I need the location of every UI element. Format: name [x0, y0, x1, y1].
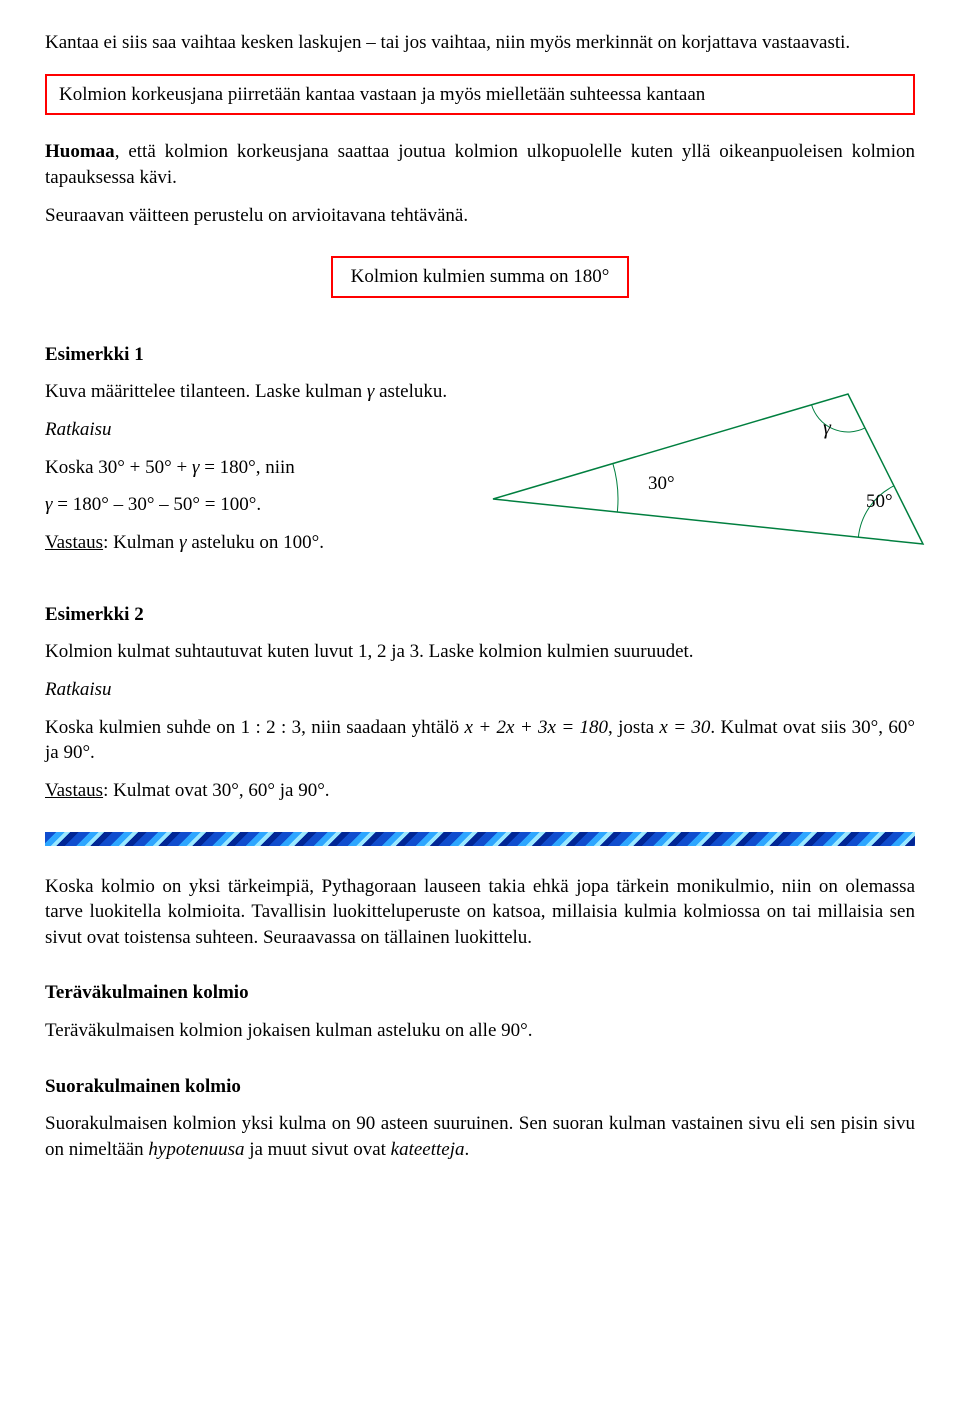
ex2-calc-b: , josta: [608, 717, 659, 738]
example2-answer: Vastaus: Kulmat ovat 30°, 60° ja 90°.: [45, 778, 915, 804]
highlight-box-2-text: Kolmion kulmien summa on 180°: [351, 266, 610, 287]
example1-calc2: γ = 180° – 30° – 50° = 100°.: [45, 492, 463, 518]
ex1-gamma-3: γ: [45, 494, 53, 515]
ex1-line1a: Kuva määrittelee tilanteen. Laske kulman: [45, 381, 367, 402]
ex2-eq1: x + 2x + 3x = 180: [465, 717, 608, 738]
ex1-calc1a: Koska 30° + 50° +: [45, 457, 192, 478]
triangle-diagram: 30° γ 50°: [483, 379, 933, 564]
ex2-answer-rest: : Kulmat ovat 30°, 60° ja 90°.: [103, 780, 330, 801]
example1-ratkaisu: Ratkaisu: [45, 417, 463, 443]
section-divider: [45, 832, 915, 846]
example2-statement: Kolmion kulmat suhtautuvat kuten luvut 1…: [45, 639, 915, 665]
example2-calc: Koska kulmien suhde on 1 : 2 : 3, niin s…: [45, 715, 915, 766]
followup-paragraph: Seuraavan väitteen perustelu on arvioita…: [45, 203, 915, 229]
example2-heading: Esimerkki 2: [45, 602, 915, 628]
example2-ratkaisu: Ratkaisu: [45, 677, 915, 703]
example1-answer: Vastaus: Kulman γ asteluku on 100°.: [45, 530, 463, 556]
highlight-box-2: Kolmion kulmien summa on 180°: [331, 256, 630, 298]
ex1-gamma-4: γ: [179, 532, 187, 553]
angle-label-gamma: γ: [823, 417, 832, 439]
ex2-answer-lead: Vastaus: [45, 780, 103, 801]
right-cath: kateetteja: [391, 1139, 465, 1160]
closing-paragraph: Koska kolmio on yksi tärkeimpiä, Pythago…: [45, 874, 915, 951]
example1-calc1: Koska 30° + 50° + γ = 180°, niin: [45, 455, 463, 481]
right-text-c: .: [465, 1139, 470, 1160]
ex2-calc-a: Koska kulmien suhde on 1 : 2 : 3, niin s…: [45, 717, 465, 738]
ex1-calc1b: = 180°, niin: [199, 457, 294, 478]
note-paragraph: Huomaa, että kolmion korkeusjana saattaa…: [45, 139, 915, 190]
ex2-eq2: x = 30: [659, 717, 710, 738]
acute-text: Teräväkulmaisen kolmion jokaisen kulman …: [45, 1018, 915, 1044]
ex1-answer-rest-a: : Kulman: [103, 532, 179, 553]
example1-row: Kuva määrittelee tilanteen. Laske kulman…: [45, 379, 915, 567]
highlight-box-1: Kolmion korkeusjana piirretään kantaa va…: [45, 74, 915, 116]
angle-arc-30: [612, 464, 617, 512]
ex1-answer-rest-b: asteluku on 100°.: [187, 532, 324, 553]
example1-text: Kuva määrittelee tilanteen. Laske kulman…: [45, 379, 463, 567]
angle-label-50: 50°: [866, 491, 893, 512]
example1-figure: 30° γ 50°: [483, 379, 933, 564]
acute-heading: Teräväkulmainen kolmio: [45, 980, 915, 1006]
note-bold: Huomaa: [45, 141, 115, 162]
ex1-line1b: asteluku.: [374, 381, 447, 402]
angle-arc-gamma: [811, 405, 864, 432]
note-rest: , että kolmion korkeusjana saattaa joutu…: [45, 141, 915, 188]
right-heading: Suorakulmainen kolmio: [45, 1074, 915, 1100]
example1-statement: Kuva määrittelee tilanteen. Laske kulman…: [45, 379, 463, 405]
example1-heading: Esimerkki 1: [45, 342, 915, 368]
right-hypo: hypotenuusa: [148, 1139, 244, 1160]
intro-paragraph: Kantaa ei siis saa vaihtaa kesken laskuj…: [45, 30, 915, 56]
angle-label-30: 30°: [648, 473, 675, 494]
highlight-box-1-text: Kolmion korkeusjana piirretään kantaa va…: [59, 84, 705, 105]
ex1-answer-lead: Vastaus: [45, 532, 103, 553]
ex1-calc2-rest: = 180° – 30° – 50° = 100°.: [53, 494, 262, 515]
right-text: Suorakulmaisen kolmion yksi kulma on 90 …: [45, 1111, 915, 1162]
right-text-b: ja muut sivut ovat: [244, 1139, 390, 1160]
triangle-outline: [493, 394, 923, 544]
